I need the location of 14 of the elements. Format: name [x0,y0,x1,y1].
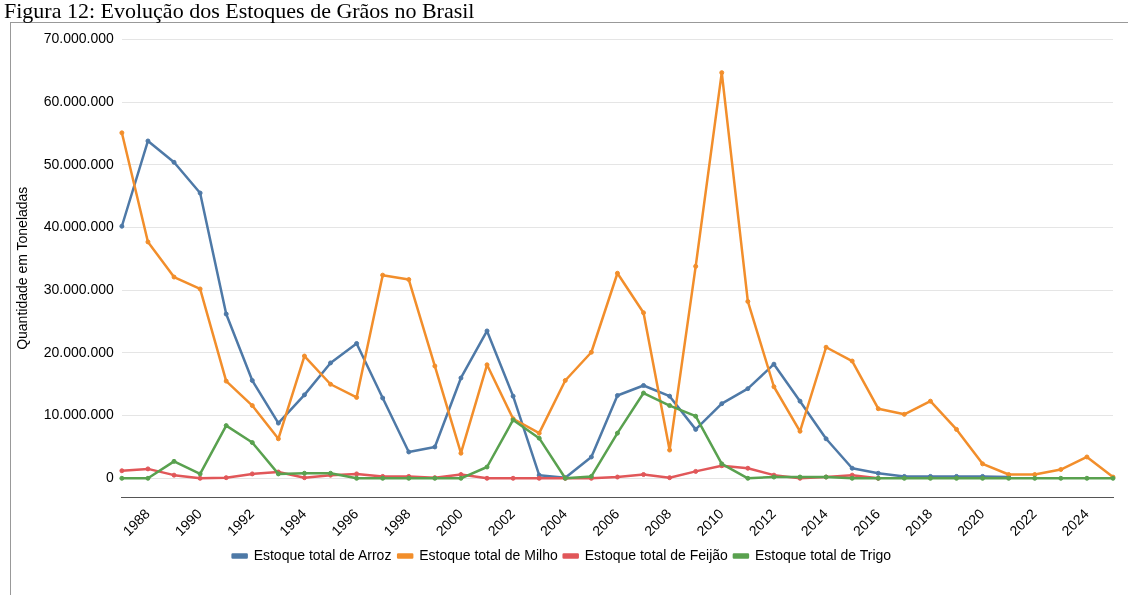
y-tick-label: 60.000.000 [43,92,115,109]
y-tick-label: 70.000.000 [43,30,115,47]
y-axis-title: Quantidade em Toneladas [14,186,31,350]
chart-title: Figura 12: Evolução dos Estoques de Grãos no Brasil [3,0,476,23]
y-tick-label: 50.000.000 [43,155,115,172]
y-tick-label: 10.000.000 [43,406,115,423]
legend-label: Estoque total de Milho [419,546,558,563]
legend-label: Estoque total de Feijão [584,546,729,563]
y-tick-label: 40.000.000 [43,218,115,235]
y-tick-label: 0 [106,469,115,486]
legend-label: Estoque total de Trigo [754,546,892,563]
y-tick-label: 30.000.000 [43,281,115,298]
y-tick-label: 20.000.000 [43,343,115,360]
legend-label: Estoque total de Arroz [253,546,392,563]
